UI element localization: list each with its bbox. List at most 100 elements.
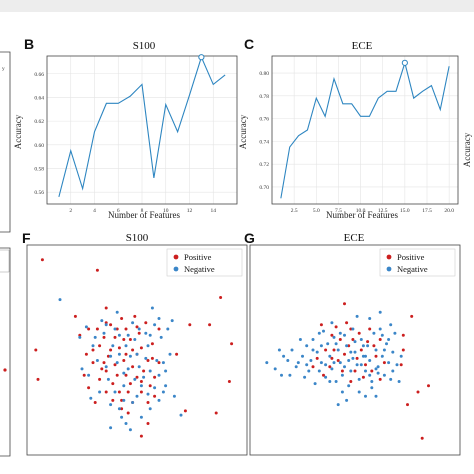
negative-point bbox=[338, 331, 342, 335]
negative-point bbox=[104, 323, 108, 327]
legend-label-positive: Positive bbox=[397, 252, 425, 262]
x-tick-label: 8 bbox=[141, 208, 144, 214]
negative-point bbox=[301, 354, 304, 358]
negative-point bbox=[137, 365, 141, 369]
legend-box bbox=[166, 248, 243, 277]
negative-point bbox=[355, 363, 359, 367]
y-tick-label: 0.72 bbox=[259, 162, 269, 168]
y-tick-label: 0.76 bbox=[259, 117, 269, 123]
series-line bbox=[58, 55, 226, 198]
plot-area: Positive Negative bbox=[26, 244, 248, 456]
positive-point bbox=[98, 344, 102, 348]
chart-title: S100 bbox=[126, 232, 149, 244]
negative-point bbox=[117, 407, 121, 411]
negative-point bbox=[399, 354, 403, 358]
negative-point bbox=[324, 375, 328, 379]
negative-point bbox=[345, 344, 349, 348]
negative-point bbox=[357, 377, 361, 381]
negative-point bbox=[319, 361, 323, 365]
negative-point bbox=[150, 306, 154, 310]
positive-point bbox=[87, 327, 91, 331]
positive-point bbox=[146, 359, 150, 362]
negative-point bbox=[374, 394, 378, 398]
negative-point bbox=[137, 327, 141, 331]
panel-c: C ECE 2.5 5.0 7.5 10.0 12.5 15.0 17.5 20.0 0.70 0… bbox=[238, 36, 459, 220]
negative-point bbox=[161, 361, 165, 365]
panel-f: F S100 Positive Negative bbox=[22, 230, 248, 456]
negative-point bbox=[359, 338, 363, 341]
negative-point bbox=[353, 350, 357, 354]
negative-point bbox=[157, 398, 161, 402]
header-band bbox=[0, 0, 474, 12]
positive-point bbox=[87, 386, 91, 390]
negative-point bbox=[91, 344, 95, 348]
positive-point bbox=[345, 321, 349, 325]
positive-point bbox=[378, 377, 382, 381]
positive-point bbox=[139, 346, 143, 350]
positive-point bbox=[188, 323, 192, 327]
negative-point bbox=[164, 369, 168, 373]
negative-point bbox=[172, 394, 176, 398]
chart-title: S100 bbox=[133, 40, 156, 52]
x-tick-label: 14 bbox=[211, 208, 217, 214]
negative-point bbox=[294, 365, 298, 369]
negative-point bbox=[332, 361, 336, 365]
negative-point bbox=[120, 415, 124, 419]
negative-point bbox=[317, 369, 321, 373]
positive-point bbox=[126, 390, 130, 394]
negative-point bbox=[387, 361, 391, 365]
positive-point bbox=[364, 363, 367, 367]
positive-point bbox=[139, 434, 143, 438]
positive-point bbox=[330, 356, 334, 360]
positive-point bbox=[183, 409, 187, 413]
negative-point bbox=[364, 394, 367, 398]
positive-point bbox=[95, 327, 99, 331]
negative-point bbox=[164, 384, 168, 388]
positive-point bbox=[416, 390, 420, 394]
negative-point bbox=[303, 375, 307, 379]
negative-point bbox=[142, 375, 146, 379]
negative-point bbox=[106, 377, 110, 381]
x-tick-label: 17.5 bbox=[422, 208, 432, 214]
best-point-marker bbox=[198, 54, 205, 61]
negative-point bbox=[128, 428, 132, 432]
negative-point bbox=[117, 352, 121, 356]
legend-marker-negative bbox=[386, 266, 392, 272]
negative-point bbox=[280, 373, 283, 377]
panel-letter-f: F bbox=[22, 230, 31, 246]
positive-point bbox=[111, 382, 115, 386]
negative-point bbox=[286, 359, 290, 362]
positive-point bbox=[214, 411, 218, 415]
negative-point bbox=[95, 359, 99, 362]
negative-point bbox=[345, 398, 349, 402]
negative-point bbox=[315, 350, 319, 354]
negative-point bbox=[144, 331, 148, 335]
negative-point bbox=[307, 369, 311, 373]
negative-point bbox=[161, 390, 165, 394]
left-fragment-legend-box bbox=[0, 249, 10, 273]
negative-point bbox=[146, 344, 150, 348]
positive-point bbox=[124, 352, 128, 356]
positive-point bbox=[98, 377, 102, 381]
positive-point bbox=[219, 296, 223, 299]
negative-point bbox=[326, 342, 330, 346]
positive-point bbox=[420, 436, 424, 440]
negative-point bbox=[102, 331, 106, 335]
positive-point bbox=[355, 356, 359, 360]
negative-point bbox=[328, 354, 332, 358]
x-tick-label: 12.5 bbox=[378, 208, 388, 214]
positive-point bbox=[128, 338, 132, 341]
negative-point bbox=[78, 335, 82, 339]
positive-point bbox=[361, 375, 365, 379]
negative-point bbox=[131, 321, 135, 325]
positive-point bbox=[36, 377, 40, 381]
negative-point bbox=[122, 398, 126, 402]
negative-point bbox=[376, 371, 380, 375]
legend-label-positive: Positive bbox=[184, 252, 212, 262]
negative-point bbox=[319, 344, 323, 348]
y-tick-label: 0.60 bbox=[34, 143, 44, 149]
x-axis-label: Number of Features bbox=[108, 210, 180, 220]
negative-point bbox=[376, 365, 380, 369]
y-axis-label: Accuracy bbox=[13, 114, 23, 149]
negative-point bbox=[382, 348, 386, 352]
